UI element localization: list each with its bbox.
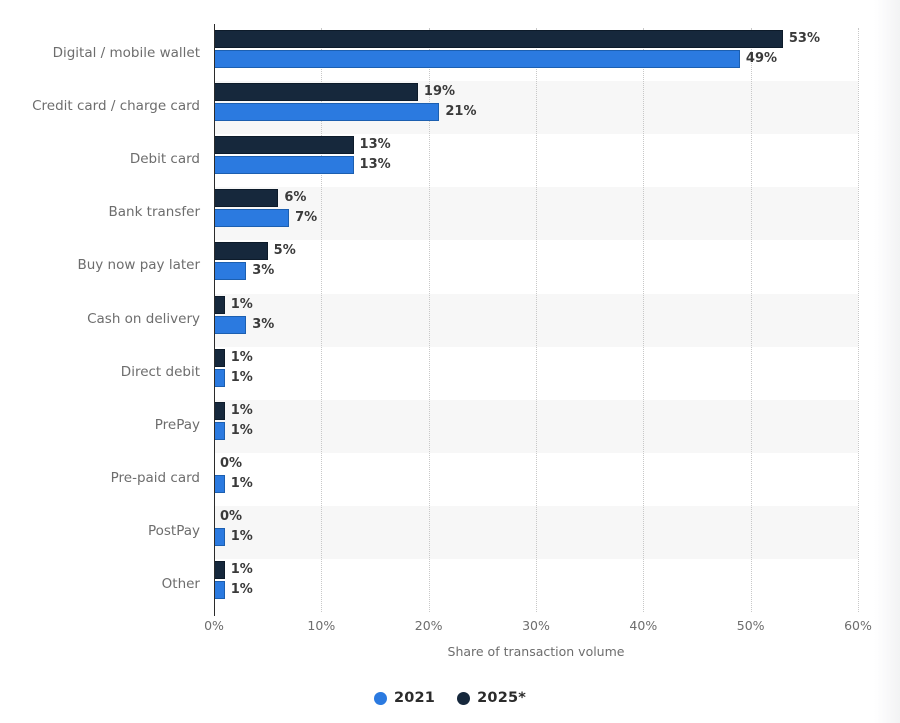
page-right-edge [874,0,900,723]
bar-2021-cash-on-delivery[interactable] [214,315,247,334]
bar-value-label: 3% [252,263,275,279]
bar-value-label: 1% [230,402,253,418]
category-label: Bank transfer [108,204,200,221]
bar-value-label: 13% [359,137,391,153]
x-axis-title: Share of transaction volume [447,644,625,659]
bar-2021-buy-now-pay-later[interactable] [214,262,247,281]
bar-2021-postpay[interactable] [214,527,225,546]
bar-value-label: 5% [273,243,296,259]
x-tick-label: 60% [844,618,872,633]
category-label: PrePay [154,416,200,433]
category-label: Buy now pay later [77,257,200,274]
bar-2025-prepay[interactable] [214,401,225,420]
bar-value-label: 19% [423,84,456,100]
category-label: Other [161,576,200,592]
bar-2025-buy-now-pay-later[interactable] [214,242,268,261]
bar-row: 5% 3% [214,240,858,293]
bar-row: 1% 1% [214,400,858,453]
bar-2021-prepay[interactable] [214,421,225,440]
gridline [858,28,859,612]
gridline [750,28,752,612]
x-tick-label: 0% [204,618,224,633]
bar-row: 0% 1% [214,506,858,559]
gridline [643,28,645,612]
category-label: PostPay [147,522,200,539]
bar-2025-direct-debit[interactable] [214,348,225,367]
bar-value-label: 7% [295,210,318,226]
bar-2025-bank-transfer[interactable] [214,189,279,208]
bar-row: 1% 1% [214,347,858,400]
bar-row: 19% 21% [214,81,858,134]
bar-value-label: 1% [230,528,253,544]
x-axis-ticks: 0% 10% 20% 30% 40% 50% 60% [0,618,900,638]
bar-rows: 53% 49% 19% 21% 13% 13% 6% 7% 5% 3% 1% 3% 1% 1% 1% 1% 0%… [214,28,858,612]
category-label: Credit card / charge card [32,98,200,115]
bar-row: 1% 1% [214,559,858,612]
bar-row: 13% 13% [214,134,858,187]
gridline [428,28,430,612]
bar-value-label: 1% [230,582,253,597]
x-tick-label: 10% [307,618,336,633]
bar-2021-bank-transfer[interactable] [214,209,290,228]
legend-swatch-circle-icon [373,691,387,705]
bar-2021-other[interactable] [214,581,225,599]
gridline [321,28,323,612]
bar-2021-credit-card-charge-card[interactable] [214,103,440,122]
bar-value-label: 1% [230,296,253,312]
bar-row: 1% 3% [214,294,858,347]
bar-value-label: 53% [788,31,820,46]
bar-2021-digital-mobile-wallet[interactable] [214,50,740,68]
bar-2025-digital-mobile-wallet[interactable] [214,30,783,48]
bar-value-label: 1% [230,369,253,385]
bar-value-label: 1% [230,475,253,491]
legend-item[interactable]: 2021 [373,690,436,706]
x-tick-label: 50% [736,618,765,633]
plot-area: 53% 49% 19% 21% 13% 13% 6% 7% 5% 3% 1% 3% 1% 1% 1% 1% 0%… [214,28,859,613]
y-axis-line [214,24,215,616]
bar-2025-other[interactable] [214,561,225,579]
bar-value-label: 1% [230,422,253,438]
bar-2021-pre-paid-card[interactable] [214,474,225,493]
bar-2021-debit-card[interactable] [214,156,354,175]
category-label: Digital / mobile wallet [52,45,200,61]
bar-value-label: 1% [230,562,253,577]
bar-value-label: 3% [252,316,275,332]
chart-legend: 2021 2025* [0,690,900,706]
bar-2025-debit-card[interactable] [214,136,354,155]
legend-item[interactable]: 2025* [457,690,526,706]
bar-value-label: 13% [359,157,391,173]
bar-value-label: 49% [745,51,778,66]
bar-value-label: 21% [445,104,477,120]
bar-2025-credit-card-charge-card[interactable] [214,83,418,102]
bar-value-label: 0% [220,508,243,524]
legend-label: 2021 [393,690,436,706]
x-tick-label: 30% [522,618,550,633]
gridline [536,28,537,612]
x-tick-label: 40% [629,618,658,633]
legend-swatch-circle-icon [457,691,471,705]
x-gridlines [214,28,859,612]
category-label: Debit card [129,151,200,168]
bar-row: 0% 1% [214,453,858,506]
category-label: Cash on delivery [87,310,200,327]
bar-value-label: 1% [230,349,253,365]
x-tick-label: 20% [414,618,443,633]
bar-value-label: 0% [220,455,243,471]
bar-2025-cash-on-delivery[interactable] [214,295,225,314]
category-label: Pre-paid card [110,469,200,486]
bar-row: 53% 49% [214,28,858,81]
bar-row: 6% 7% [214,187,858,240]
bar-2021-direct-debit[interactable] [214,368,225,387]
category-label: Direct debit [120,363,200,380]
bar-value-label: 6% [284,190,307,206]
legend-label: 2025* [477,690,527,706]
